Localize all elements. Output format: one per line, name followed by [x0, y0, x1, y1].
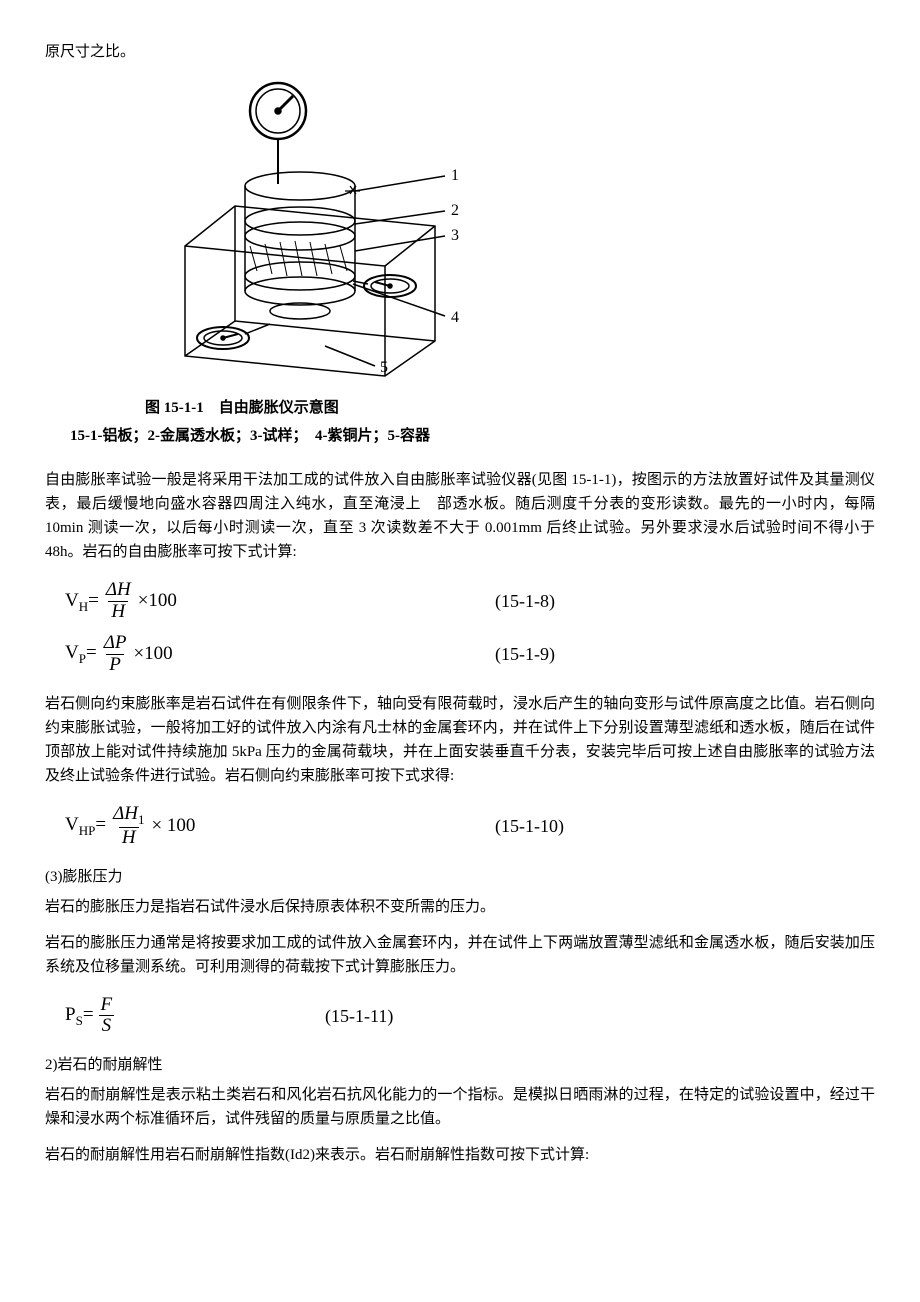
paragraph-3a: 岩石的膨胀压力是指岩石试件浸水后保持原表体积不变所需的压力。 [45, 895, 875, 919]
paragraph-3b: 岩石的膨胀压力通常是将按要求加工成的试件放入金属套环内，并在试件上下两端放置薄型… [45, 931, 875, 979]
equation-number-15-1-8: (15-1-8) [495, 587, 555, 616]
equation-number-15-1-10: (15-1-10) [495, 812, 564, 841]
top-continuation-text: 原尺寸之比。 [45, 40, 875, 64]
figure-15-1-1: 1 2 3 4 5 [125, 76, 875, 386]
formula-15-1-11: PS= F S (15-1-11) [65, 995, 875, 1038]
figure-label-1: 1 [451, 167, 459, 184]
equation-number-15-1-9: (15-1-9) [495, 640, 555, 669]
paragraph-4b: 岩石的耐崩解性用岩石耐崩解性指数(Id2)来表示。岩石耐崩解性指数可按下式计算: [45, 1143, 875, 1167]
paragraph-4a: 岩石的耐崩解性是表示粘土类岩石和风化岩石抗风化能力的一个指标。是模拟日晒雨淋的过… [45, 1083, 875, 1131]
figure-legend: 15-1-铝板；2-金属透水板；3-试样； 4-紫铜片；5-容器 [70, 424, 875, 448]
figure-label-2: 2 [451, 202, 459, 219]
formula-15-1-8-9: VH= ΔH H ×100 (15-1-8) VP= ΔP P ×100 (15… [65, 580, 875, 676]
expansion-apparatus-diagram: 1 2 3 4 5 [125, 76, 495, 386]
figure-label-5: 5 [380, 359, 388, 376]
figure-caption: 图 15-1-1 自由膨胀仪示意图 [145, 396, 875, 420]
paragraph-2: 岩石侧向约束膨胀率是岩石试件在有侧限条件下，轴向受有限荷载时，浸水后产生的轴向变… [45, 692, 875, 788]
figure-label-3: 3 [451, 227, 459, 244]
section-3-title: (3)膨胀压力 [45, 865, 875, 889]
equation-number-15-1-11: (15-1-11) [325, 1002, 393, 1031]
section-4-title: 2)岩石的耐崩解性 [45, 1053, 875, 1077]
formula-15-1-10: VHP= ΔH1 H × 100 (15-1-10) [65, 804, 875, 849]
figure-label-4: 4 [451, 309, 459, 326]
paragraph-1: 自由膨胀率试验一般是将采用干法加工成的试件放入自由膨胀率试验仪器(见图 15-1… [45, 468, 875, 564]
